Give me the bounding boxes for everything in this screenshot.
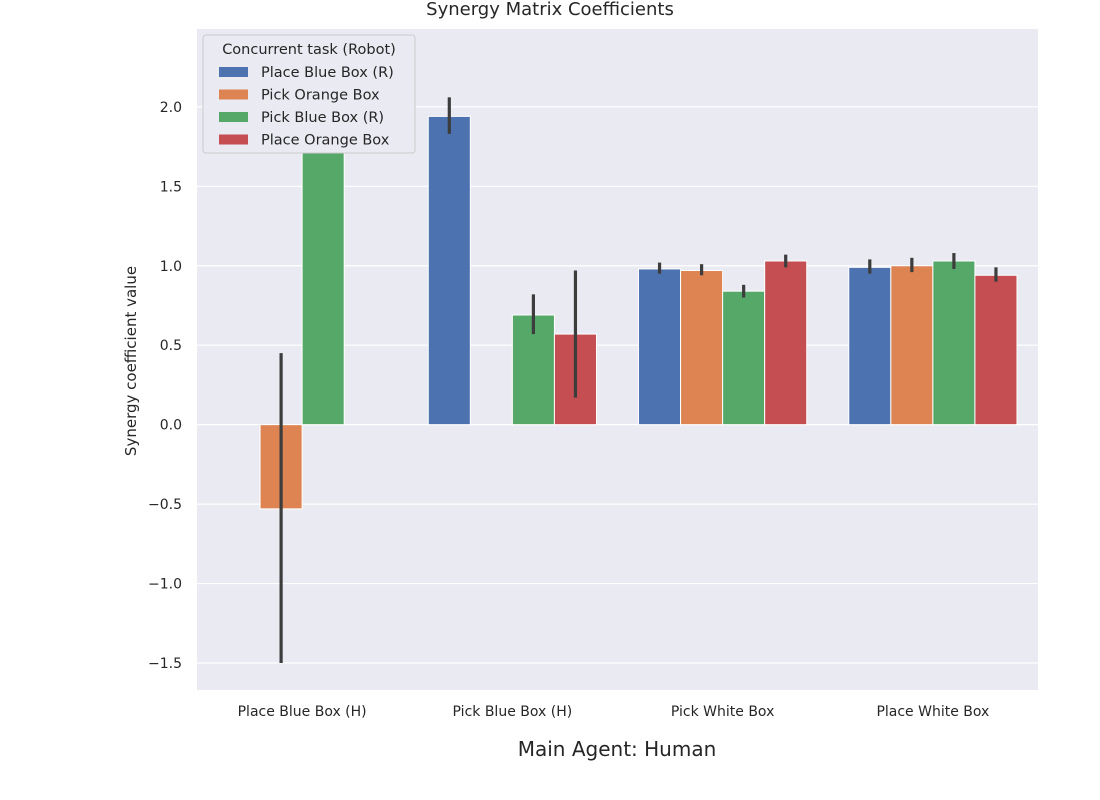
- y-tick-labels: −1.5 −1.0 −0.5 0.0 0.5 1.0 1.5 2.0: [148, 100, 182, 672]
- legend-title: Concurrent task (Robot): [222, 42, 396, 58]
- bar: [890, 265, 934, 426]
- bar: [932, 260, 976, 426]
- bar: [764, 260, 808, 426]
- y-tick-label: 0.5: [160, 338, 182, 354]
- legend-label: Place Blue Box (R): [261, 65, 394, 81]
- y-axis-title: Synergy coefficient value: [122, 266, 140, 456]
- legend-label: Pick Blue Box (R): [261, 110, 384, 126]
- x-tick-label: Place Blue Box (H): [238, 704, 367, 720]
- bar: [722, 290, 766, 426]
- y-tick-label: 1.5: [160, 179, 182, 195]
- bars: [259, 103, 1018, 510]
- y-tick-label: 2.0: [160, 100, 182, 116]
- legend: Concurrent task (Robot) Place Blue Box (…: [202, 34, 416, 154]
- x-tick-label: Place White Box: [876, 704, 989, 720]
- y-tick-label: −1.0: [148, 577, 182, 593]
- bar: [638, 268, 682, 426]
- legend-items: Place Blue Box (R) Pick Orange Box Pick Bl…: [219, 65, 394, 149]
- bar: [848, 266, 892, 426]
- x-tick-label: Pick White Box: [671, 704, 774, 720]
- chart-title: Synergy Matrix Coefficients: [426, 0, 674, 20]
- legend-swatch: [219, 67, 248, 77]
- legend-swatch: [219, 89, 248, 100]
- legend-label: Place Orange Box: [261, 133, 390, 149]
- legend-frame: [202, 34, 416, 154]
- x-axis-title: Main Agent: Human: [518, 737, 717, 761]
- y-tick-label: −1.5: [148, 656, 182, 672]
- y-tick-label: −0.5: [148, 497, 182, 513]
- bar: [427, 115, 471, 426]
- legend-swatch: [219, 112, 248, 122]
- y-tick-label: 0.0: [160, 418, 182, 434]
- y-tick-label: 1.0: [160, 259, 182, 275]
- x-tick-labels: Place Blue Box (H) Pick Blue Box (H) Pick …: [238, 704, 990, 720]
- x-tick-label: Pick Blue Box (H): [453, 704, 573, 720]
- bar: [974, 274, 1018, 426]
- legend-swatch: [219, 134, 248, 145]
- bar: [680, 270, 724, 426]
- legend-label: Pick Orange Box: [261, 88, 380, 104]
